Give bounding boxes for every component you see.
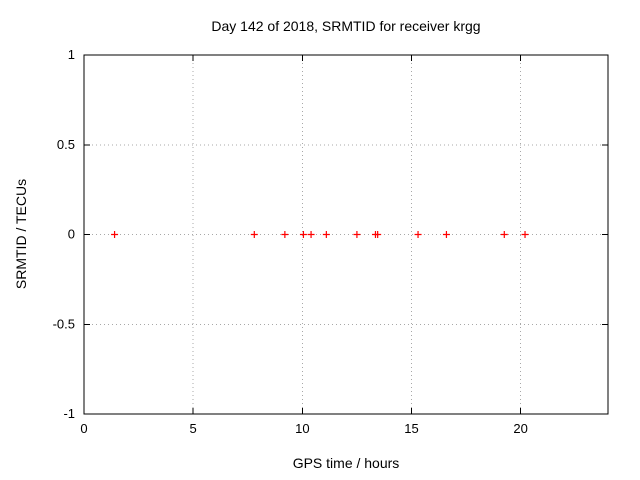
x-tick-label: 15: [404, 421, 418, 436]
x-tick-label: 10: [295, 421, 309, 436]
data-point-marker: [442, 231, 450, 238]
data-point-marker: [374, 231, 382, 238]
data-point-marker: [500, 231, 508, 238]
data-point-marker: [250, 231, 258, 238]
x-tick-label: 5: [190, 421, 197, 436]
y-tick-label: 0: [68, 227, 75, 242]
data-point-marker: [414, 231, 422, 238]
x-tick-label: 20: [513, 421, 527, 436]
data-point-marker: [299, 231, 307, 238]
plot-border: [83, 54, 609, 415]
y-tick-label: 0.5: [57, 137, 75, 152]
y-tick-label: 1: [68, 47, 75, 62]
data-point-marker: [281, 231, 289, 238]
data-point-marker: [111, 231, 119, 238]
data-point-marker: [307, 231, 315, 238]
y-tick-label: -0.5: [53, 316, 75, 331]
chart-title: Day 142 of 2018, SRMTID for receiver krg…: [211, 18, 481, 34]
data-point-marker: [322, 231, 330, 238]
data-point-marker: [353, 231, 361, 238]
data-point-marker: [521, 231, 529, 238]
x-axis-label: GPS time / hours: [292, 455, 400, 471]
y-axis-label: SRMTID / TECUs: [13, 178, 29, 290]
y-tick-label: -1: [63, 406, 75, 421]
x-tick-label: 0: [80, 421, 87, 436]
